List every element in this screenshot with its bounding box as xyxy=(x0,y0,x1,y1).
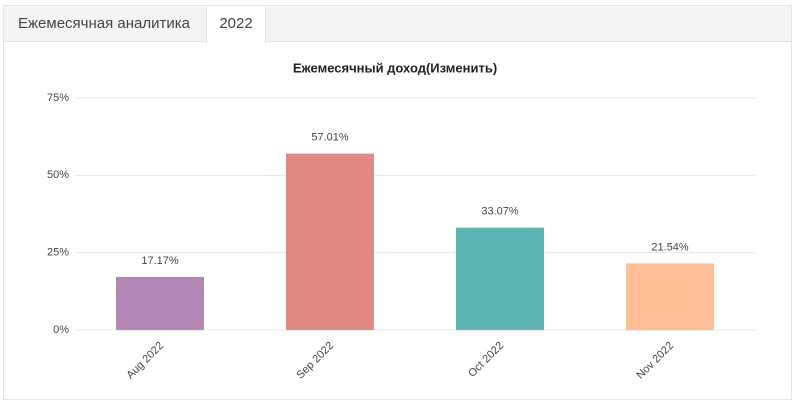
x-tick-label: Nov 2022 xyxy=(634,340,676,382)
y-tick-label: 75% xyxy=(47,92,69,104)
y-tick-label: 0% xyxy=(53,324,69,336)
tab[interactable]: Ежемесячная аналитика xyxy=(18,15,190,32)
tab-active[interactable]: 2022 xyxy=(206,6,266,44)
value-label: 33.07% xyxy=(481,206,519,218)
chart-title[interactable]: Ежемесячный доход(Изменить) xyxy=(293,60,497,75)
bar xyxy=(286,153,374,330)
y-tick-label: 25% xyxy=(47,247,69,259)
bar xyxy=(116,276,204,330)
bar xyxy=(626,263,714,330)
tab-bar: Ежемесячная аналитика 2022 xyxy=(3,5,792,44)
value-label: 21.54% xyxy=(651,241,689,253)
y-tick-label: 50% xyxy=(47,169,69,181)
x-tick-label: Aug 2022 xyxy=(124,340,166,382)
value-label: 17.17% xyxy=(141,255,179,267)
x-tick-label: Sep 2022 xyxy=(294,340,336,382)
panel xyxy=(3,42,792,400)
value-label: 57.01% xyxy=(311,132,349,144)
x-tick-label: Oct 2022 xyxy=(466,340,506,380)
bar xyxy=(456,227,544,330)
